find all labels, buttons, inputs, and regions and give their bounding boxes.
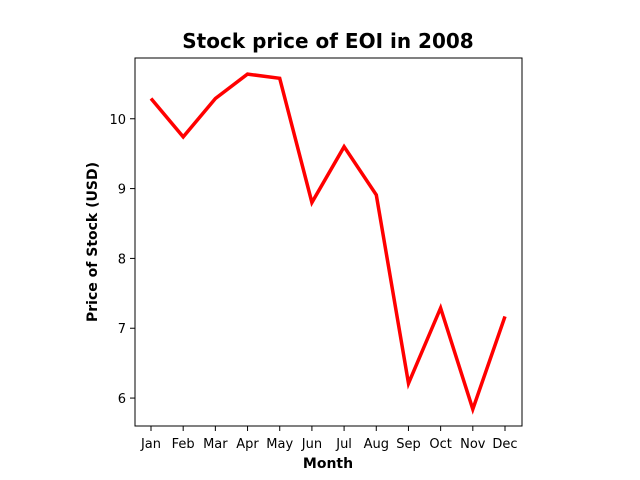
chart-title: Stock price of EOI in 2008 [182,29,473,53]
x-tick-label: Apr [236,437,259,452]
series-line-0 [149,72,507,415]
y-axis-label: Price of Stock (USD) [85,162,101,322]
y-tick-label: 7 [118,322,126,337]
series-layer [149,72,507,415]
x-tick-label: May [266,437,293,452]
x-tick-label: Jun [301,437,322,452]
y-tick-label: 6 [118,392,126,407]
y-tick-label: 10 [109,113,126,128]
plot-frame [134,57,523,427]
y-axis: 6 7 8 9 10 [109,113,135,407]
x-tick-label: Nov [460,437,486,452]
x-tick-label: Jan [140,437,161,452]
y-tick-label: 8 [118,252,126,267]
x-tick-label: Jul [335,437,352,452]
x-tick-label: Dec [492,437,517,452]
x-tick-label: Feb [172,437,195,452]
x-axis: Jan Feb Mar Apr May Jun Jul Aug Sep Oct Nov Dec [140,426,518,452]
x-tick-label: Aug [364,437,389,452]
x-tick-label: Oct [429,437,451,452]
y-tick-label: 9 [118,183,126,198]
x-axis-label: Month [303,456,353,472]
x-tick-label: Mar [203,437,228,452]
x-tick-label: Sep [396,437,421,452]
